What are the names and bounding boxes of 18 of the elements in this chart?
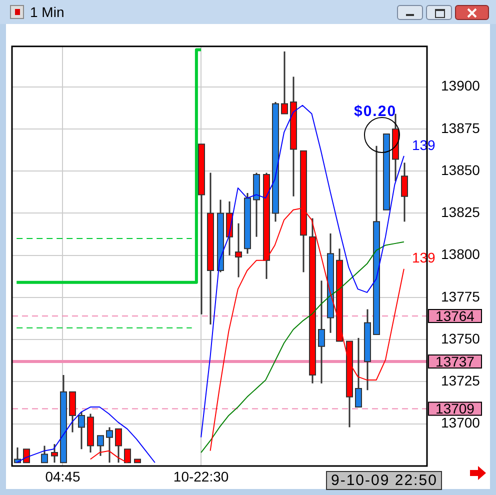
- y-tick-label: 13775: [441, 288, 480, 304]
- annotation: $0.20: [353, 103, 398, 120]
- x-tick-label: 04:45: [45, 468, 80, 484]
- text: 9-10-09 22:50: [326, 471, 442, 490]
- ref-line-label: 13737: [436, 353, 475, 370]
- y-tick-label: 13800: [441, 246, 480, 262]
- y-tick-label: 13750: [441, 330, 480, 346]
- y-tick-label: 13725: [441, 372, 480, 389]
- ref-line-label: 13764: [436, 308, 475, 324]
- ref-line-label: 13709: [436, 400, 475, 417]
- y-tick-label: 13825: [441, 204, 480, 220]
- candlestick: [23, 448, 30, 464]
- y-tick-label: 13900: [441, 78, 480, 94]
- y-tick-label: 13700: [441, 414, 480, 431]
- chart-title: 1 Min: [30, 4, 64, 20]
- y-tick-label: 13875: [441, 120, 480, 136]
- y-tick-label: 13850: [441, 162, 480, 178]
- x-tick-label: 10-22:30: [173, 468, 229, 484]
